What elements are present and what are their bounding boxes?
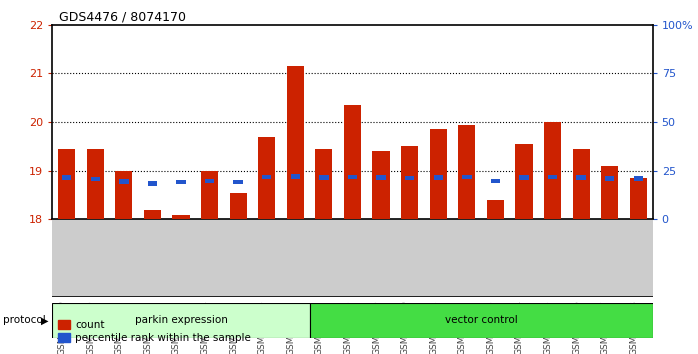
Bar — [344, 105, 361, 219]
Text: ▶: ▶ — [40, 315, 48, 325]
Bar — [87, 149, 104, 219]
Text: protocol: protocol — [3, 315, 46, 325]
Bar — [430, 130, 447, 219]
Bar — [376, 176, 386, 180]
Bar — [258, 137, 275, 219]
Bar — [433, 176, 443, 180]
Bar — [172, 215, 190, 219]
Text: parkin expression: parkin expression — [135, 315, 228, 325]
Bar — [459, 125, 475, 219]
Bar — [487, 200, 504, 219]
Bar — [62, 176, 71, 180]
Bar — [91, 177, 100, 181]
Bar — [58, 149, 75, 219]
Bar — [577, 176, 586, 180]
Bar — [144, 210, 161, 219]
Text: vector control: vector control — [445, 315, 517, 325]
Bar — [373, 152, 389, 219]
Legend: count, percentile rank within the sample: count, percentile rank within the sample — [57, 320, 251, 343]
Bar — [115, 171, 133, 219]
Bar — [544, 122, 561, 219]
Bar — [230, 193, 246, 219]
Bar — [630, 178, 647, 219]
Bar — [634, 176, 643, 181]
Bar — [177, 180, 186, 184]
Bar — [233, 180, 243, 184]
FancyBboxPatch shape — [52, 303, 310, 338]
Bar — [201, 171, 218, 219]
Bar — [515, 144, 533, 219]
FancyBboxPatch shape — [310, 303, 653, 338]
Bar — [462, 175, 472, 179]
Bar — [605, 176, 614, 181]
Bar — [405, 176, 415, 180]
Bar — [287, 66, 304, 219]
Bar — [148, 181, 157, 185]
Bar — [548, 175, 557, 179]
Bar — [205, 179, 214, 183]
Bar — [491, 179, 500, 183]
Bar — [262, 175, 272, 179]
Bar — [519, 176, 528, 180]
Bar — [348, 175, 357, 179]
Bar — [601, 166, 618, 219]
Text: GDS4476 / 8074170: GDS4476 / 8074170 — [59, 11, 186, 24]
Bar — [319, 176, 329, 180]
Bar — [572, 149, 590, 219]
Bar — [315, 149, 332, 219]
Bar — [290, 175, 300, 179]
Bar — [401, 147, 418, 219]
Bar — [119, 179, 128, 184]
